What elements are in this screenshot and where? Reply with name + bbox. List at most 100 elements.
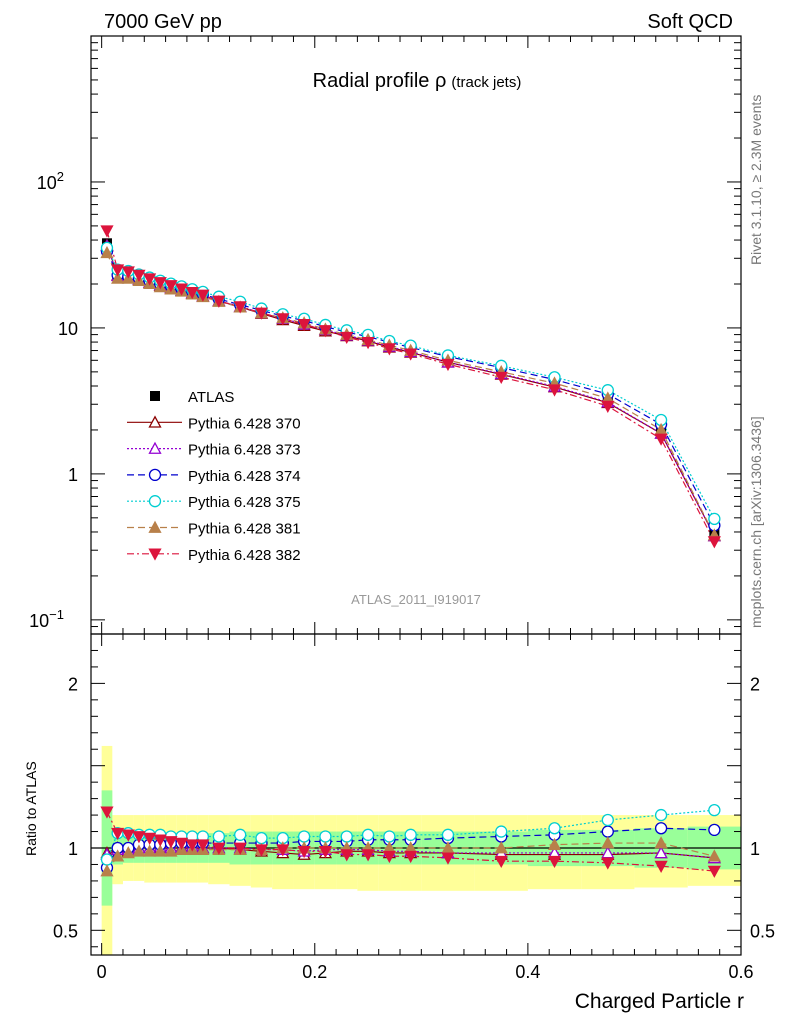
- series-point-main-5: [547, 384, 562, 397]
- legend-marker-2: [148, 468, 162, 482]
- ratio-tick-label-right: 2: [750, 674, 760, 694]
- series-point-main-5: [318, 325, 333, 338]
- chart-title-main: Radial profile ρ: [313, 70, 447, 92]
- y-tick-exponent: −1: [49, 607, 64, 622]
- x-axis-label: Charged Particle r: [575, 990, 744, 1013]
- y-tick-base: 10: [37, 173, 57, 193]
- series-point-main-5: [174, 283, 189, 296]
- y-tick-label: 1: [68, 465, 78, 485]
- x-tick-label: 0.2: [302, 962, 327, 982]
- series-point-main-5: [233, 301, 247, 314]
- y-tick-label: 102: [37, 169, 64, 193]
- series-point-main-4: [100, 245, 114, 259]
- series-point-ratio-3: [708, 803, 721, 817]
- ratio-tick-label-right: 1: [750, 839, 760, 859]
- series-point-ratio-4: [132, 844, 146, 857]
- x-tick-label: 0: [97, 962, 107, 982]
- series-point-main-5: [340, 331, 354, 345]
- series-point-ratio-5: [404, 850, 418, 864]
- series-point-main-5: [297, 319, 311, 332]
- series-point-ratio-5: [318, 845, 333, 859]
- series-point-ratio-2: [654, 822, 668, 835]
- series-point-ratio-3: [383, 830, 396, 843]
- series-point-ratio-3: [548, 822, 561, 835]
- series-point-ratio-2: [601, 825, 614, 838]
- series-point-main-5: [164, 280, 178, 293]
- ratio-tick-label-right: 0.5: [750, 921, 775, 941]
- series-point-ratio-4: [143, 844, 157, 857]
- series-point-ratio-5: [153, 834, 167, 847]
- chart-title-suffix: (track jets): [451, 74, 521, 91]
- series-point-ratio-3: [319, 830, 332, 843]
- header-left: 7000 GeV pp: [104, 11, 222, 33]
- series-point-ratio-5: [212, 842, 226, 855]
- series-point-ratio-4: [707, 849, 721, 862]
- series-point-main-5: [153, 277, 167, 290]
- series-line-main-4: [106, 252, 715, 536]
- series-point-main-5: [143, 273, 157, 286]
- series-point-ratio-3: [340, 830, 353, 843]
- x-tick-label: 0.6: [728, 962, 753, 982]
- y-tick-base: 1: [68, 465, 78, 485]
- header-right: Soft QCD: [647, 11, 733, 33]
- series-point-main-5: [494, 371, 508, 385]
- series-point-ratio-5: [185, 839, 199, 852]
- series-point-ratio-4: [164, 844, 178, 857]
- legend: ATLAS Pythia 6.428 370 Pythia 6.428 373 Pyt…: [127, 389, 301, 564]
- series-point-ratio-4: [121, 846, 135, 859]
- series-point-ratio-4: [153, 844, 167, 857]
- series-point-ratio-5: [174, 837, 189, 850]
- series-point-ratio-3: [255, 831, 268, 845]
- series-point-ratio-5: [382, 850, 396, 864]
- series-point-ratio-3: [100, 853, 114, 866]
- legend-label-3: Pythia 6.428 375: [188, 494, 301, 511]
- series-point-ratio-4: [494, 841, 508, 854]
- y-tick-base: 10: [58, 319, 78, 339]
- series-point-ratio-5: [276, 844, 290, 857]
- legend-marker-3: [148, 495, 162, 508]
- series-point-main-5: [404, 348, 418, 361]
- series-point-ratio-4: [111, 849, 125, 862]
- series-point-ratio-5: [494, 855, 508, 869]
- ratio-tick-label-left: 1: [68, 839, 78, 859]
- series-point-ratio-5: [254, 844, 269, 857]
- series-point-main-5: [382, 343, 396, 356]
- legend-label-atlas: ATLAS: [188, 389, 234, 406]
- series-point-ratio-3: [234, 828, 247, 841]
- rivet-version-label: Rivet 3.1.10, ≥ 2.3M events: [748, 95, 764, 265]
- series-point-main-5: [111, 264, 125, 277]
- series-point-ratio-3: [601, 813, 614, 827]
- series-point-ratio-5: [601, 857, 615, 870]
- series-point-ratio-5: [132, 831, 146, 844]
- series-point-ratio-5: [143, 832, 157, 845]
- series-line-ratio-3: [106, 809, 715, 860]
- legend-label-2: Pythia 6.428 374: [188, 468, 301, 485]
- series-point-main-5: [654, 433, 668, 446]
- series-point-main-3: [708, 512, 721, 526]
- series-point-main-5: [254, 307, 269, 320]
- series-point-main-5: [276, 313, 290, 326]
- series-point-ratio-5: [547, 855, 562, 869]
- ratio-tick-label-left: 2: [68, 674, 78, 694]
- series-point-ratio-4: [547, 837, 562, 851]
- x-tick-label: 0.4: [515, 962, 540, 982]
- series-point-main-5: [132, 269, 146, 282]
- series-point-ratio-5: [164, 836, 178, 849]
- legend-marker-0: [148, 415, 162, 428]
- series-point-ratio-3: [297, 830, 311, 843]
- series-line-ratio-5: [106, 811, 715, 872]
- series-point-ratio-5: [361, 849, 375, 862]
- y-tick-label: 10: [58, 319, 78, 339]
- series-point-main-5: [185, 286, 199, 300]
- chart-title: Radial profile ρ (track jets): [313, 70, 522, 92]
- series-point-main-5: [361, 337, 375, 350]
- series-point-ratio-3: [212, 830, 226, 843]
- ratio-y-axis-label: Ratio to ATLAS: [23, 761, 39, 856]
- series-point-ratio-4: [654, 836, 668, 849]
- series-point-ratio-3: [495, 825, 508, 838]
- analysis-label: ATLAS_2011_I919017: [351, 592, 481, 607]
- y-tick-label: 10−1: [29, 607, 64, 631]
- legend-label-5: Pythia 6.428 382: [188, 547, 301, 564]
- legend-marker-1: [148, 441, 162, 454]
